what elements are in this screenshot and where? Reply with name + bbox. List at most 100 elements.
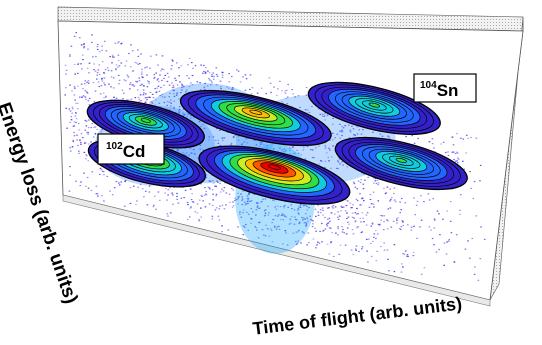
noise-speck bbox=[167, 194, 169, 196]
noise-speck bbox=[160, 70, 162, 72]
noise-speck bbox=[264, 198, 267, 200]
noise-speck bbox=[173, 106, 175, 108]
noise-speck bbox=[200, 89, 202, 91]
noise-speck bbox=[322, 230, 324, 232]
noise-speck bbox=[269, 82, 272, 84]
noise-speck bbox=[103, 171, 105, 173]
noise-speck bbox=[69, 121, 71, 123]
noise-speck bbox=[278, 214, 280, 216]
noise-speck bbox=[283, 151, 285, 153]
noise-speck bbox=[250, 93, 253, 95]
noise-speck bbox=[347, 216, 350, 218]
noise-speck bbox=[230, 75, 233, 78]
noise-speck bbox=[439, 234, 441, 236]
noise-speck bbox=[264, 235, 267, 237]
noise-speck bbox=[407, 224, 409, 226]
noise-speck bbox=[204, 187, 206, 189]
noise-speck bbox=[167, 215, 169, 217]
noise-speck bbox=[240, 193, 242, 195]
noise-speck bbox=[303, 204, 305, 206]
noise-speck bbox=[217, 142, 220, 144]
noise-speck bbox=[475, 215, 478, 217]
noise-speck bbox=[256, 229, 258, 231]
noise-speck bbox=[222, 190, 225, 192]
noise-speck bbox=[137, 96, 140, 99]
noise-speck bbox=[130, 44, 132, 46]
noise-speck bbox=[136, 200, 138, 202]
noise-speck bbox=[216, 180, 218, 182]
noise-speck bbox=[96, 46, 99, 48]
noise-speck bbox=[178, 112, 180, 114]
noise-speck bbox=[372, 240, 374, 243]
noise-speck bbox=[171, 192, 173, 194]
noise-speck bbox=[130, 98, 133, 100]
noise-speck bbox=[79, 185, 81, 187]
noise-speck bbox=[150, 55, 152, 57]
noise-speck bbox=[234, 199, 236, 202]
noise-speck bbox=[372, 131, 374, 133]
noise-speck bbox=[207, 70, 209, 72]
noise-speck bbox=[131, 50, 134, 52]
noise-speck bbox=[337, 216, 339, 218]
noise-speck bbox=[363, 200, 365, 202]
noise-speck bbox=[148, 81, 150, 83]
noise-speck bbox=[443, 242, 446, 244]
noise-speck bbox=[430, 229, 432, 231]
noise-speck bbox=[128, 52, 130, 55]
noise-speck bbox=[250, 218, 253, 220]
noise-speck bbox=[359, 193, 361, 195]
noise-speck bbox=[320, 160, 323, 162]
noise-speck bbox=[101, 77, 103, 79]
noise-speck bbox=[324, 112, 326, 114]
noise-speck bbox=[260, 87, 263, 89]
noise-speck bbox=[211, 75, 213, 77]
noise-speck bbox=[149, 96, 151, 98]
noise-speck bbox=[186, 116, 188, 118]
noise-speck bbox=[303, 232, 305, 234]
noise-speck bbox=[214, 185, 216, 187]
noise-speck bbox=[380, 219, 382, 221]
noise-speck bbox=[109, 190, 111, 192]
noise-speck bbox=[293, 223, 296, 225]
noise-speck bbox=[362, 183, 365, 185]
noise-speck bbox=[231, 187, 233, 190]
noise-speck bbox=[348, 137, 351, 139]
noise-speck bbox=[306, 205, 308, 207]
noise-speck bbox=[289, 222, 292, 224]
noise-speck bbox=[164, 96, 166, 98]
noise-speck bbox=[140, 53, 142, 55]
noise-speck bbox=[127, 76, 130, 78]
noise-speck bbox=[91, 171, 94, 173]
noise-speck bbox=[465, 152, 467, 154]
noise-speck bbox=[337, 167, 339, 170]
noise-speck bbox=[386, 219, 388, 221]
noise-speck bbox=[87, 133, 89, 135]
noise-speck bbox=[327, 222, 330, 224]
noise-speck bbox=[232, 201, 234, 203]
noise-speck bbox=[214, 139, 217, 141]
noise-speck bbox=[265, 93, 267, 95]
noise-speck bbox=[87, 127, 90, 129]
noise-speck bbox=[415, 204, 418, 206]
noise-speck bbox=[102, 92, 105, 94]
noise-speck bbox=[388, 137, 391, 139]
noise-speck bbox=[284, 215, 286, 217]
noise-speck bbox=[138, 77, 141, 79]
noise-speck bbox=[197, 157, 199, 159]
noise-speck bbox=[170, 68, 173, 70]
noise-speck bbox=[221, 72, 224, 74]
noise-speck bbox=[344, 210, 347, 212]
noise-speck bbox=[70, 116, 73, 118]
noise-speck bbox=[332, 117, 334, 119]
noise-speck bbox=[268, 212, 270, 214]
noise-speck bbox=[245, 78, 248, 80]
noise-speck bbox=[432, 198, 434, 200]
peak-5 bbox=[307, 81, 441, 135]
noise-speck bbox=[387, 135, 389, 137]
noise-speck bbox=[351, 216, 354, 218]
noise-speck bbox=[277, 215, 279, 217]
noise-speck bbox=[339, 162, 341, 164]
noise-speck bbox=[86, 81, 88, 83]
noise-speck bbox=[138, 98, 141, 100]
